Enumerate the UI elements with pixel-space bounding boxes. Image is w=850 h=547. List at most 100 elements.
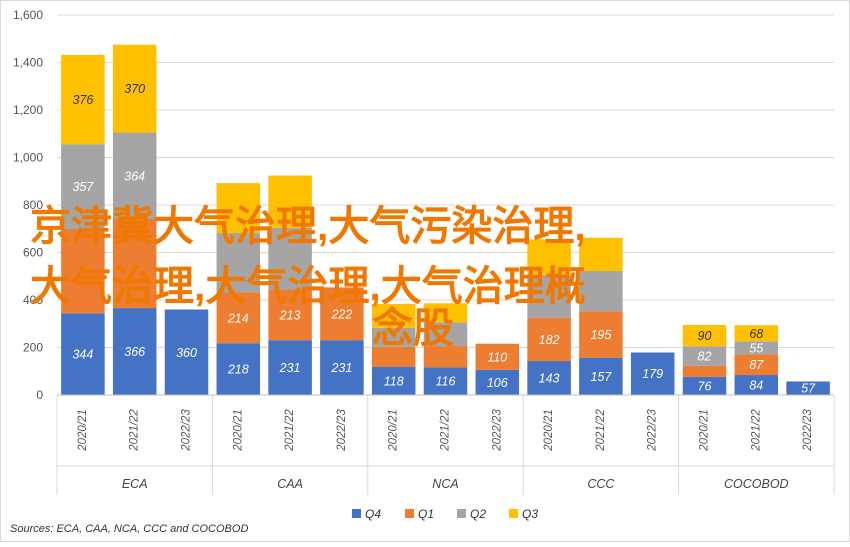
data-label: 55 [749,341,763,355]
overlay-text: 京津冀大气治理,大气污染治理, 大气治理,大气治理,大气治理概 念股 [30,203,586,351]
bar-segment-q1 [682,365,727,377]
legend-label: Q2 [470,507,486,521]
data-label: 106 [487,376,508,390]
bar-segment-q1 [112,219,157,309]
overlay-line-3: 念股 [372,305,454,351]
x-tick-label: 2020/21 [699,409,711,452]
y-tick-label: 600 [23,246,43,260]
y-tick-label: 400 [23,293,43,307]
data-label: 87 [749,358,764,372]
data-label: 84 [749,379,763,393]
data-label: 364 [124,169,145,183]
overlay-line-2: 大气治理,大气治理,大气治理概 [30,263,586,309]
legend-label: Q1 [418,507,434,521]
x-tick-label: 2020/21 [388,409,400,452]
bar-segment-q4 [371,366,416,395]
data-label: 179 [642,367,663,381]
y-tick-label: 1,400 [13,56,43,70]
x-tick-label: 2022/23 [647,409,659,452]
data-label: 182 [539,333,560,347]
bar-segment-q2 [371,327,416,347]
x-axis: 2020/21 2021/22 2022/23 2020/21 2021/22 2022/… [56,394,835,495]
bar-segment-q2 [268,227,312,290]
data-label: 344 [72,348,93,362]
bar-segment-q3 [423,303,468,323]
data-label: 76 [698,379,712,393]
data-label: 110 [487,350,507,364]
overlay-line-1: 京津冀大气治理,大气污染治理, [30,203,586,249]
bar-segment-q3 [734,325,779,342]
data-label: 57 [801,382,816,396]
bar-segment-q4 [527,361,571,395]
y-tick-label: 1,600 [13,8,43,22]
x-tick-label: 2022/23 [491,409,503,452]
bar-segment-q2 [682,346,727,366]
bar-segment-q1 [216,292,261,344]
y-tick-label: 1,200 [13,103,43,117]
data-label: 195 [590,328,611,342]
group-label: NCA [432,477,458,491]
bar-segment-q3 [682,324,727,347]
bar-segment-q1 [423,346,468,368]
data-label: 360 [176,346,197,360]
data-label: 157 [590,370,612,384]
group-label: CCC [587,477,615,491]
bar-segment-q4 [475,369,520,395]
bar-segment-q3 [112,44,157,133]
bar-segment-q4 [112,308,157,395]
data-label: 143 [539,372,560,386]
bar-segment-q1 [371,346,416,367]
bar-segment-q4 [61,313,105,395]
x-tick-label: 2021/22 [129,409,141,452]
bar-segment-q1 [61,228,105,314]
bar-segment-q2 [216,233,261,293]
y-tick-label: 0 [36,388,43,402]
legend: Q4 Q1 Q2 Q3 [352,507,538,521]
bar-segment-q1 [734,354,779,376]
data-label: 68 [749,327,763,341]
bar-segment-q1 [579,311,623,358]
x-tick-label: 2022/23 [181,409,193,452]
x-tick-label: 2021/22 [595,409,607,452]
bar-segment-q4 [216,343,261,395]
legend-swatch [352,509,361,518]
x-tick-label: 2022/23 [802,409,814,452]
data-label: 222 [330,307,352,321]
data-label: 214 [227,311,249,325]
bar-segment-q4 [164,309,209,395]
bar-segment-q1 [475,343,520,370]
group-label: ECA [122,477,148,491]
group-label: CAA [277,477,303,491]
x-tick-label: 2020/21 [543,409,555,452]
data-label: 231 [279,361,301,375]
data-label: 82 [698,350,712,364]
x-tick-label: 2020/21 [77,409,89,452]
bar-segment-q3 [268,175,312,228]
bar-segment-q3 [216,183,261,234]
bar-segment-q4 [734,375,779,395]
x-tick-label: 2020/21 [232,409,244,452]
bar-segment-q2 [423,322,468,347]
bar-segment-q2 [527,275,571,318]
data-label: 366 [124,345,145,359]
group-label: COCOBOD [724,477,789,491]
data-label: 116 [436,375,456,389]
legend-swatch [457,509,466,518]
bar-segment-q1 [527,317,571,362]
x-tick-label: 2021/22 [440,409,452,452]
legend-swatch [509,509,518,518]
bar-segment-q4 [579,357,623,395]
data-label: 118 [384,374,404,388]
bar-segment-q3 [61,54,105,145]
bar-segment-q4 [268,340,312,395]
legend-label: Q3 [522,507,538,521]
x-tick-label: 2022/23 [336,409,348,452]
bar-segment-q2 [112,132,157,220]
bar-segment-q4 [320,340,364,395]
x-tick-label: 2021/22 [284,409,296,452]
bar-segment-q4 [423,367,468,395]
legend-swatch [405,509,414,518]
bar-segment-q4 [630,352,675,395]
